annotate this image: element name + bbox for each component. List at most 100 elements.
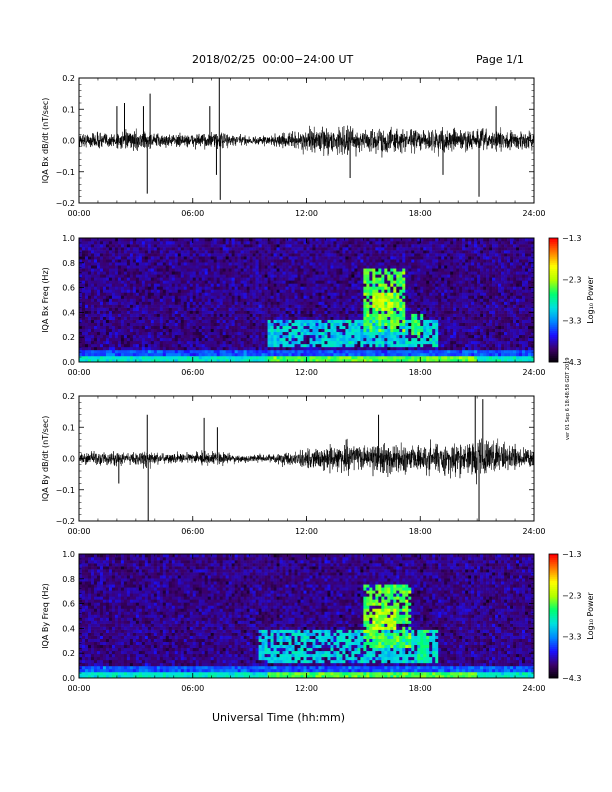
heatmap-cell [165, 286, 170, 290]
heatmap-cell [177, 337, 182, 342]
heatmap-cell [177, 277, 182, 281]
heatmap-cell [315, 289, 319, 293]
heatmap-cell [126, 277, 131, 281]
heatmap-cell [288, 352, 292, 357]
heatmap-cell [225, 286, 229, 290]
heatmap-cell [84, 247, 89, 251]
heatmap-cell [261, 313, 265, 317]
heatmap-cell [159, 337, 164, 342]
heatmap-cell [354, 343, 358, 348]
heatmap-cell [102, 241, 107, 245]
heatmap-cell [357, 340, 361, 345]
heatmap-cell [114, 346, 119, 351]
heatmap-cell [348, 301, 352, 305]
heatmap-cell [357, 268, 361, 272]
heatmap-cell [246, 292, 250, 296]
heatmap-cell [222, 313, 226, 317]
heatmap-cell [99, 304, 104, 308]
heatmap-cell [162, 286, 167, 290]
heatmap-cell [87, 241, 92, 245]
heatmap-cell [219, 268, 223, 272]
heatmap-cell [375, 310, 379, 314]
heatmap-cell [423, 340, 427, 345]
heatmap-cell [96, 277, 101, 281]
heatmap-cell [165, 238, 170, 242]
heatmap-cell [405, 280, 409, 284]
heatmap-cell [237, 289, 241, 293]
heatmap-cell [79, 349, 83, 354]
heatmap-cell [273, 286, 277, 290]
heatmap-cell [114, 340, 119, 345]
heatmap-cell [282, 241, 286, 245]
heatmap-cell [99, 241, 104, 245]
heatmap-cell [303, 268, 307, 272]
heatmap-cell [315, 283, 319, 287]
heatmap-cell [378, 316, 382, 320]
heatmap-cell [408, 355, 412, 360]
heatmap-cell [79, 295, 83, 299]
heatmap-cell [372, 274, 376, 278]
heatmap-cell [150, 259, 155, 263]
heatmap-cell [150, 286, 155, 290]
heatmap-cell [252, 334, 256, 339]
heatmap-cell [84, 238, 89, 242]
heatmap-cell [204, 295, 209, 299]
heatmap-cell [183, 274, 188, 278]
heatmap-cell [384, 358, 388, 363]
heatmap-cell [282, 355, 286, 360]
heatmap-cell [141, 331, 146, 336]
heatmap-cell [201, 298, 206, 302]
heatmap-cell [201, 271, 206, 275]
heatmap-cell [132, 331, 137, 336]
heatmap-cell [339, 283, 343, 287]
heatmap-cell [79, 340, 83, 345]
heatmap-cell [87, 268, 92, 272]
heatmap-cell [270, 238, 274, 242]
heatmap-cell [216, 271, 220, 275]
heatmap-cell [315, 259, 319, 263]
heatmap-cell [390, 253, 394, 257]
heatmap-cell [399, 337, 403, 342]
heatmap-cell [159, 244, 164, 248]
heatmap-cell [153, 286, 158, 290]
heatmap-cell [144, 238, 149, 242]
heatmap-cell [219, 244, 223, 248]
heatmap-cell [267, 301, 271, 305]
heatmap-cell [246, 346, 250, 351]
heatmap-cell [408, 295, 412, 299]
heatmap-cell [351, 280, 355, 284]
heatmap-cell [291, 283, 295, 287]
heatmap-cell [207, 340, 212, 345]
heatmap-cell [426, 292, 430, 296]
heatmap-cell [369, 355, 373, 360]
heatmap-cell [408, 328, 412, 333]
heatmap-cell [372, 301, 376, 305]
heatmap-cell [384, 319, 388, 323]
heatmap-cell [174, 328, 179, 333]
heatmap-cell [117, 256, 122, 260]
heatmap-cell [306, 274, 310, 278]
heatmap-cell [147, 358, 152, 363]
heatmap-cell [207, 271, 212, 275]
heatmap-cell [165, 343, 170, 348]
heatmap-cell [138, 238, 143, 242]
heatmap-cell [351, 286, 355, 290]
heatmap-cell [231, 331, 235, 336]
heatmap-cell [294, 301, 298, 305]
heatmap-cell [372, 292, 376, 296]
heatmap-cell [180, 355, 185, 360]
heatmap-cell [291, 268, 295, 272]
heatmap-cell [231, 253, 235, 257]
heatmap-cell [366, 253, 370, 257]
heatmap-cell [156, 322, 161, 326]
heatmap-cell [156, 343, 161, 348]
heatmap-cell [417, 349, 421, 354]
heatmap-cell [240, 280, 244, 284]
heatmap-cell [378, 289, 382, 293]
heatmap-cell [171, 244, 176, 248]
heatmap-cell [426, 349, 430, 354]
heatmap-cell [330, 247, 334, 251]
heatmap-cell [102, 313, 107, 317]
heatmap-cell [141, 283, 146, 287]
heatmap-cell [273, 301, 277, 305]
